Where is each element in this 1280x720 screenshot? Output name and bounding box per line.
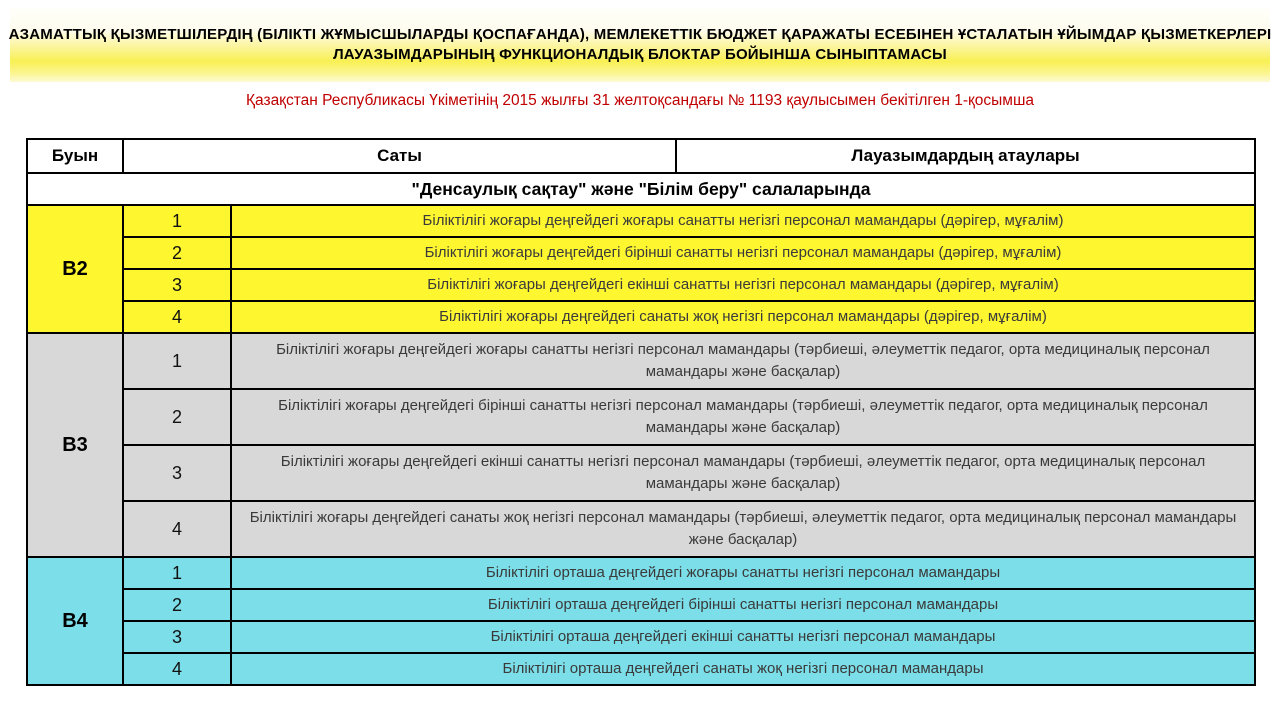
page-title-banner: АЗАМАТТЫҚ ҚЫЗМЕТШІЛЕРДІҢ (БІЛІКТІ ЖҰМЫСШ…	[8, 8, 1272, 82]
table-row: 3 Біліктілігі жоғары деңгейдегі екінші с…	[27, 444, 1257, 502]
table-row: 2 Біліктілігі жоғары деңгейдегі бірінші …	[27, 236, 1257, 270]
table-row: 4 Біліктілігі орташа деңгейдегі санаты ж…	[27, 652, 1257, 686]
page-subtitle: Қазақстан Республикасы Үкіметінің 2015 ж…	[245, 92, 1034, 109]
step-cell: 2	[122, 588, 232, 622]
column-header-buyn: Буын	[26, 138, 124, 174]
group-cell-b4: В4	[26, 556, 124, 686]
desc-cell: Біліктілігі жоғары деңгейдегі бірінші са…	[229, 236, 1257, 270]
desc-cell: Біліктілігі орташа деңгейдегі екінші сан…	[229, 620, 1257, 654]
column-header-saty: Саты	[121, 138, 678, 174]
desc-cell: Біліктілігі жоғары деңгейдегі санаты жоқ…	[229, 300, 1257, 334]
table-row: 3 Біліктілігі жоғары деңгейдегі екінші с…	[27, 268, 1257, 302]
table-row: В3 1 Біліктілігі жоғары деңгейдегі жоғар…	[26, 332, 1257, 558]
step-cell: 3	[122, 620, 232, 654]
desc-cell: Біліктілігі орташа деңгейдегі жоғары сан…	[229, 556, 1257, 590]
page-title-line-2: ЛАУАЗЫМДАРЫНЫҢ ФУНКЦИОНАЛДЫҚ БЛОКТАР БОЙ…	[333, 46, 947, 63]
desc-cell: Біліктілігі жоғары деңгейдегі екінші сан…	[229, 268, 1257, 302]
desc-cell: Біліктілігі жоғары деңгейдегі жоғары сан…	[229, 204, 1257, 238]
step-cell: 4	[122, 500, 232, 558]
step-cell: 4	[122, 652, 232, 686]
step-cell: 1	[122, 332, 232, 390]
step-cell: 2	[122, 236, 232, 270]
step-cell: 1	[122, 204, 232, 238]
desc-cell: Біліктілігі жоғары деңгейдегі жоғары сан…	[229, 332, 1257, 390]
table-row: 4 Біліктілігі жоғары деңгейдегі санаты ж…	[27, 500, 1257, 558]
table-row: 2 Біліктілігі жоғары деңгейдегі бірінші …	[27, 388, 1257, 446]
desc-cell: Біліктілігі жоғары деңгейдегі екінші сан…	[229, 444, 1257, 502]
section-title: "Денсаулық сақтау" және "Білім беру" сал…	[25, 172, 1257, 206]
desc-cell: Біліктілігі жоғары деңгейдегі санаты жоқ…	[229, 500, 1257, 558]
step-cell: 3	[122, 444, 232, 502]
table-row: 2 Біліктілігі орташа деңгейдегі бірінші …	[27, 588, 1257, 622]
table-row: 4 Біліктілігі жоғары деңгейдегі санаты ж…	[27, 300, 1257, 334]
column-header-ataulary: Лауазымдардың атаулары	[675, 138, 1257, 174]
table-row: В4 1 Біліктілігі орташа деңгейдегі жоғар…	[26, 556, 1257, 686]
table-row: В2 1 Біліктілігі жоғары деңгейдегі жоғар…	[26, 204, 1257, 334]
desc-cell: Біліктілігі жоғары деңгейдегі бірінші са…	[229, 388, 1257, 446]
desc-cell: Біліктілігі орташа деңгейдегі санаты жоқ…	[229, 652, 1257, 686]
step-cell: 1	[122, 556, 232, 590]
classification-table: Буын Саты Лауазымдардың атаулары "Денсау…	[25, 138, 1257, 686]
section-title-row: "Денсаулық сақтау" және "Білім беру" сал…	[25, 172, 1257, 206]
step-cell: 4	[122, 300, 232, 334]
group-cell-b2: В2	[26, 204, 124, 334]
desc-cell: Біліктілігі орташа деңгейдегі бірінші са…	[229, 588, 1257, 622]
group-cell-b3: В3	[26, 332, 124, 558]
step-cell: 2	[122, 388, 232, 446]
table-header-row: Буын Саты Лауазымдардың атаулары	[26, 138, 1257, 174]
step-cell: 3	[122, 268, 232, 302]
table-row: 3 Біліктілігі орташа деңгейдегі екінші с…	[27, 620, 1257, 654]
page-title-line-1: АЗАМАТТЫҚ ҚЫЗМЕТШІЛЕРДІҢ (БІЛІКТІ ЖҰМЫСШ…	[8, 26, 1272, 43]
